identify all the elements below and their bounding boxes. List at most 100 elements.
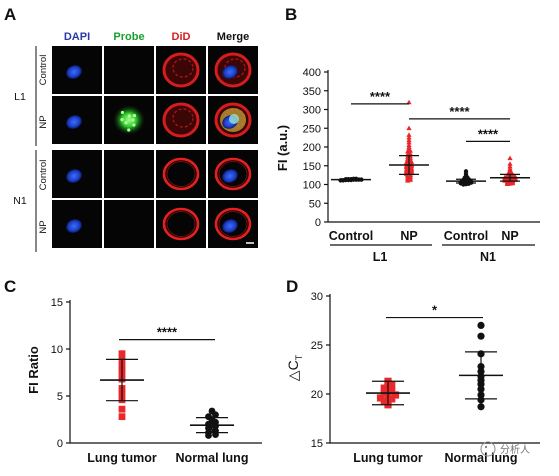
micrograph-l1-control-did: [156, 46, 206, 94]
data-point-c-1: [205, 432, 212, 439]
data-point-b-1: [406, 139, 412, 145]
data-point-b-3: [507, 163, 513, 169]
plot-c: 0 5 10 15 ****: [51, 297, 262, 450]
micrograph-l1-np-merge: [208, 96, 258, 144]
group-label-l1: L1: [14, 91, 26, 103]
panel-b: B FI (a.u.) 0 50 100 150 200 250 300 350 400 ****…: [275, 5, 540, 264]
category-label-c-0: Lung tumor: [87, 451, 157, 465]
category-label-b-0: Control: [329, 229, 373, 243]
data-point-b-1: [407, 148, 413, 153]
micrograph-n1-control-merge: [208, 150, 258, 198]
data-point-b-1: [406, 137, 412, 143]
data-point-c-1: [205, 424, 212, 432]
plot-d: 15 20 25 30 *: [311, 291, 540, 450]
data-point-c-0: [118, 413, 126, 421]
y-axis-title-d-main: △C: [285, 360, 301, 381]
category-label-b-1: NP: [400, 229, 417, 243]
data-point-d-1: [477, 396, 485, 404]
micrograph-n1-control-dapi: [52, 150, 102, 198]
data-point-d-0: [380, 384, 388, 392]
data-point-b-2: [465, 175, 470, 180]
data-point-d-0: [388, 381, 396, 389]
data-point-c-0: [118, 350, 126, 358]
y-tick-label-b: 150: [303, 161, 321, 173]
significance-label-b-0: ****: [370, 89, 391, 104]
data-point-b-1: [407, 151, 413, 156]
data-point-b-1: [406, 125, 412, 131]
y-tick-label-d: 25: [311, 340, 323, 352]
y-tick-label-c: 5: [57, 391, 63, 403]
group-label-b-n1: N1: [480, 250, 496, 264]
micrograph-grid: [52, 46, 258, 248]
group-label-b-l1: L1: [373, 250, 388, 264]
micrograph-n1-control-probe: [104, 150, 154, 198]
y-tick-label-b: 200: [303, 142, 321, 154]
watermark-logo-icon: [480, 441, 496, 457]
micrograph-n1-np-dapi: [52, 200, 102, 248]
significance-label-c-0: ****: [157, 325, 178, 340]
row-label-l1-np: NP: [38, 115, 49, 128]
plot-b: 0 50 100 150 200 250 300 350 400 **** **** ****: [303, 67, 540, 229]
data-point-b-1: [405, 178, 411, 183]
y-tick-label-b: 400: [303, 67, 321, 79]
micrograph-l1-np-dapi: [52, 96, 102, 144]
micrograph-l1-np-probe: [104, 96, 154, 144]
y-tick-label-c: 10: [51, 344, 63, 356]
category-label-d-1: Normal lung: [445, 451, 518, 465]
y-axis-title-d-subscript: T: [294, 354, 304, 360]
data-point-c-1: [212, 411, 219, 419]
data-point-d-0: [388, 387, 396, 395]
category-label-b-2: Control: [444, 229, 488, 243]
data-point-d-1: [477, 321, 485, 329]
y-tick-label-d: 15: [311, 438, 323, 450]
micrograph-n1-np-probe: [104, 200, 154, 248]
column-header-probe: Probe: [113, 31, 144, 43]
data-point-d-1: [477, 403, 485, 411]
micrograph-l1-control-probe: [104, 46, 154, 94]
micrograph-n1-np-did: [156, 200, 206, 248]
y-tick-label-d: 30: [311, 291, 323, 303]
y-tick-label-c: 15: [51, 297, 63, 309]
category-label-b-3: NP: [501, 229, 518, 243]
y-axis-title-d: △CT: [285, 354, 304, 381]
y-tick-label-b: 350: [303, 86, 321, 98]
y-axis-title-c: FI Ratio: [26, 346, 41, 394]
micrograph-l1-control-merge: [208, 46, 258, 94]
data-point-b-1: [406, 132, 412, 137]
category-label-d-0: Lung tumor: [353, 451, 423, 465]
panel-letter-a: A: [4, 5, 16, 24]
micrograph-n1-control-did: [156, 150, 206, 198]
data-point-d-0: [380, 397, 388, 405]
panel-letter-c: C: [4, 277, 16, 296]
data-point-b-3: [507, 155, 513, 161]
data-point-b-1: [408, 163, 415, 169]
watermark-dot-icon: [484, 445, 488, 449]
data-point-b-3: [507, 161, 513, 166]
significance-label-b-1: ****: [449, 104, 470, 119]
row-label-n1-control: Control: [38, 160, 49, 191]
data-point-d-1: [477, 332, 485, 340]
watermark: 分析人: [480, 441, 530, 457]
y-tick-label-b: 100: [303, 180, 321, 192]
watermark-text: 分析人: [500, 443, 530, 456]
panel-a: A DAPI Probe DiD Merge L1 N1 Control NP …: [4, 5, 258, 252]
micrograph-n1-np-merge: [208, 200, 258, 248]
data-point-d-0: [388, 395, 396, 403]
category-label-c-1: Normal lung: [176, 451, 249, 465]
panel-letter-d: D: [286, 277, 298, 296]
significance-label-d-0: *: [432, 303, 438, 318]
micrograph-l1-control-dapi: [52, 46, 102, 94]
y-tick-label-b: 50: [309, 198, 321, 210]
y-tick-label-b: 300: [303, 105, 321, 117]
significance-label-b-2: ****: [478, 126, 499, 141]
column-header-did: DiD: [172, 31, 191, 43]
group-label-n1: N1: [13, 195, 27, 207]
row-label-l1-control: Control: [38, 55, 49, 86]
y-tick-label-b: 250: [303, 123, 321, 135]
panel-c: C FI Ratio 0 5 10 15 **** Lung tumor Normal …: [4, 277, 262, 465]
data-point-c-0: [118, 405, 126, 413]
data-point-d-0: [391, 391, 400, 399]
panel-d: D △CT 15 20 25 30 * Lung tumor Normal lung: [285, 277, 540, 465]
data-point-b-1: [406, 134, 412, 140]
